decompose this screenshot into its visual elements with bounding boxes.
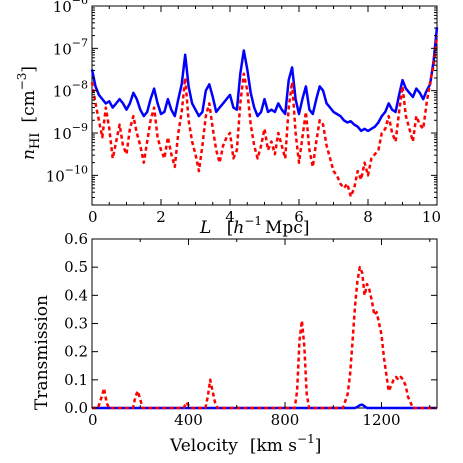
bottom-y-axis-label: Transmission	[32, 295, 52, 410]
bottom-x-tick-label: 800	[271, 411, 300, 429]
bottom-series-line-0	[92, 403, 437, 410]
bottom-y-tick-label: 0.0	[64, 399, 88, 417]
top-x-tick-label: 4	[225, 208, 235, 226]
top-x-tick-label: 6	[294, 208, 304, 226]
bottom-series-line-1	[92, 265, 437, 410]
bottom-axes-frame	[91, 238, 438, 409]
bottom-y-tick-label: 0.3	[64, 315, 88, 333]
top-series-line-1	[90, 35, 439, 198]
bottom-x-tick-label: 400	[174, 411, 203, 429]
top-x-ticks: 0 2 4 6 8 10	[88, 6, 441, 226]
bottom-x-ticks: 0 400 800 1200	[88, 239, 431, 429]
top-x-axis-label: L [h−1 Mpc]	[199, 214, 309, 238]
top-y-axis-label: nHI[cm−3]	[15, 66, 43, 160]
top-y-tick-label: 10−6	[53, 0, 88, 16]
top-y-tick-label: 10−8	[53, 79, 88, 101]
top-panel: 0 2 4 6 8 10 10−10 10−9 10−8 10−7 10−6 L [h−1 Mpc]…	[15, 0, 441, 238]
bottom-y-tick-label: 0.1	[64, 371, 88, 389]
top-series-group	[90, 27, 439, 198]
top-y-tick-label: 10−9	[53, 121, 88, 143]
top-y-tick-label: 10−10	[46, 163, 88, 185]
bottom-y-ticks: 0.0 0.1 0.2 0.3 0.4 0.5 0.6	[64, 230, 437, 417]
top-x-tick-label: 0	[88, 208, 98, 226]
bottom-y-tick-label: 0.6	[64, 230, 88, 248]
bottom-y-tick-label: 0.5	[64, 258, 88, 276]
bottom-x-axis-label: Velocity [km s−1]	[169, 432, 321, 456]
bottom-panel: 0 400 800 1200 0.0 0.1 0.2 0.3 0.4 0.5 0.6 Veloci…	[32, 230, 438, 456]
bottom-series-group	[92, 265, 437, 410]
top-y-ticks: 10−10 10−9 10−8 10−7 10−6	[46, 0, 437, 206]
top-series-line-0	[90, 27, 439, 133]
bottom-x-tick-label: 1200	[362, 411, 400, 429]
top-x-tick-label: 10	[422, 208, 441, 226]
top-x-tick-label: 2	[156, 208, 166, 226]
top-axes-frame	[91, 5, 438, 206]
bottom-y-tick-label: 0.4	[64, 286, 88, 304]
bottom-y-tick-label: 0.2	[64, 343, 88, 361]
top-x-tick-label: 8	[363, 208, 373, 226]
bottom-x-tick-label: 0	[88, 411, 98, 429]
top-y-tick-label: 10−7	[53, 36, 88, 58]
